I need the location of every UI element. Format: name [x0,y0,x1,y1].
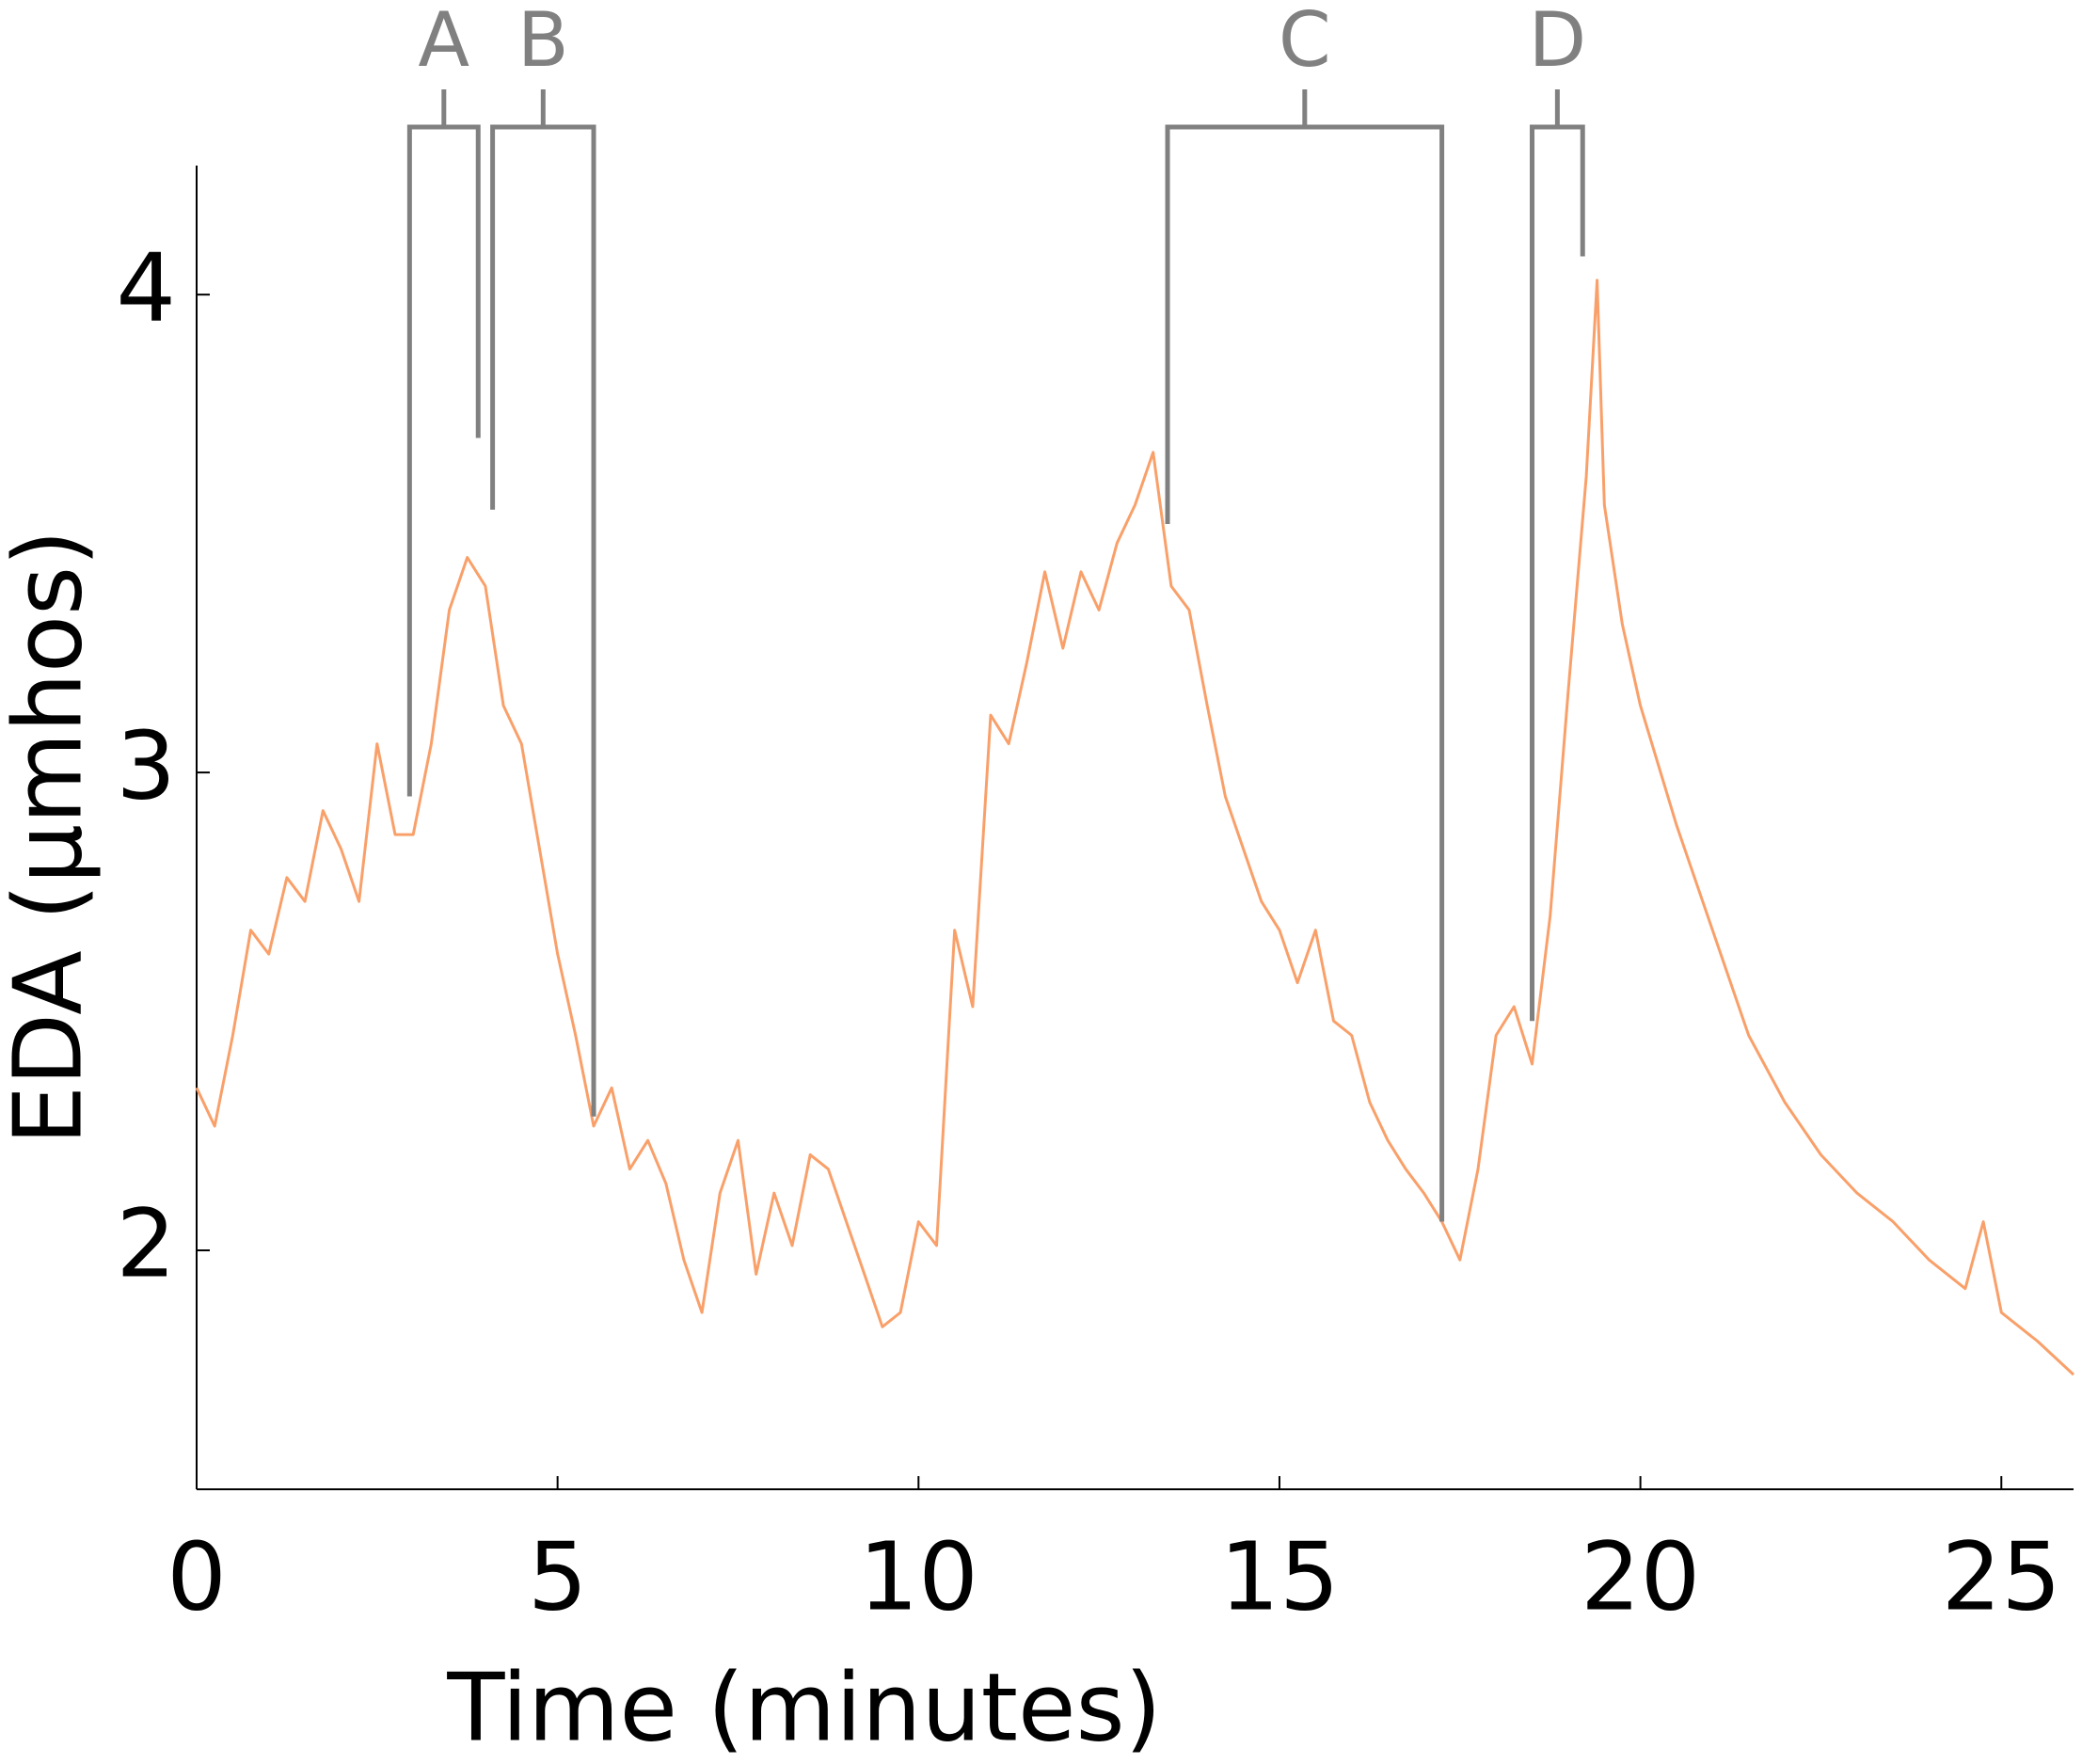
eda-line [195,278,2075,1376]
annotation-label: B [517,0,569,84]
annotation-bracket [406,89,481,797]
annotation-bracket [1530,89,1585,1022]
x-tick-label: 20 [1581,1521,1700,1631]
annotation-bracket [490,89,596,1117]
annotation-label: C [1279,0,1331,84]
annotation-bracket [1165,89,1445,1222]
x-tick-label: 0 [167,1521,227,1631]
y-tick-label: 4 [116,232,176,342]
x-axis-label: Time (minutes) [446,1652,1161,1762]
annotation-label: A [418,0,469,84]
y-tick-label: 2 [116,1188,176,1298]
x-tick-label: 15 [1219,1521,1339,1631]
y-axis-label: EDA (μmhos) [0,530,103,1145]
x-tick-label: 5 [528,1521,588,1631]
x-tick-label: 25 [1942,1521,2061,1631]
y-tick-label: 3 [116,710,176,820]
annotation-label: D [1529,0,1587,84]
x-tick-label: 10 [859,1521,978,1631]
